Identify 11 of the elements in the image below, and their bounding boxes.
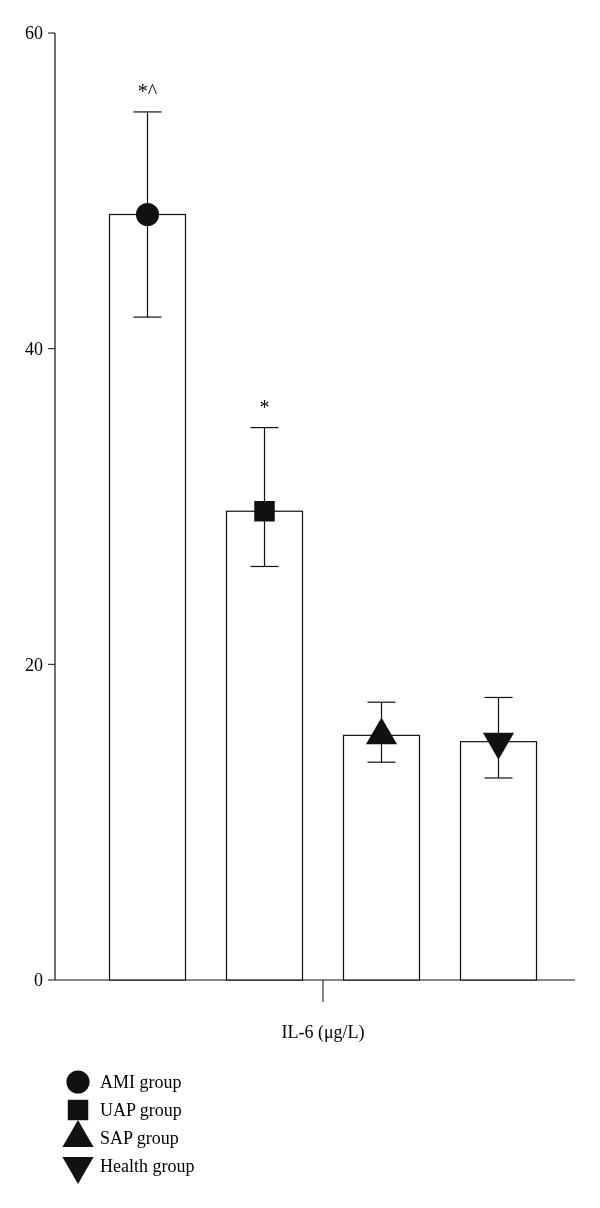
y-tick-label: 20: [25, 654, 43, 675]
legend-label: SAP group: [100, 1128, 179, 1149]
legend-label: Health group: [100, 1156, 195, 1177]
y-tick-label: 0: [34, 970, 43, 991]
annotation: *^: [137, 79, 158, 102]
x-tick-label: IL-6 (μg/L): [281, 1022, 365, 1043]
annotation: *: [259, 395, 270, 418]
legend-label: AMI group: [100, 1072, 182, 1093]
y-tick-label: 60: [25, 23, 43, 44]
y-tick-label: 40: [25, 338, 43, 359]
legend-label: UAP group: [100, 1100, 182, 1121]
